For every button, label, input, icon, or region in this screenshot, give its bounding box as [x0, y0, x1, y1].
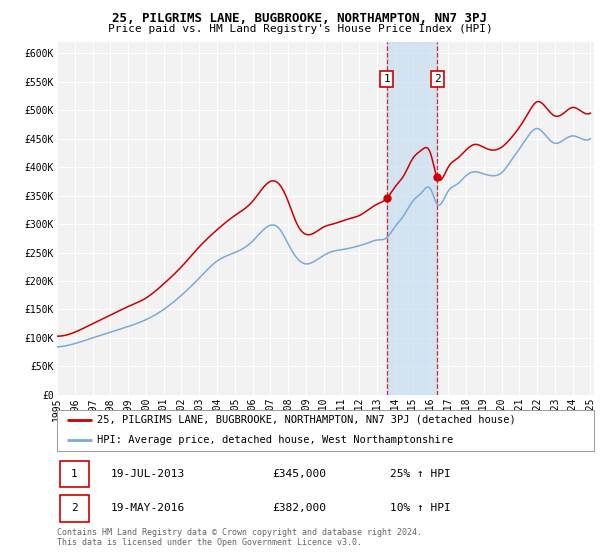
Text: 25, PILGRIMS LANE, BUGBROOKE, NORTHAMPTON, NN7 3PJ: 25, PILGRIMS LANE, BUGBROOKE, NORTHAMPTO…	[113, 12, 487, 25]
Text: 19-MAY-2016: 19-MAY-2016	[111, 503, 185, 514]
Text: Contains HM Land Registry data © Crown copyright and database right 2024.
This d: Contains HM Land Registry data © Crown c…	[57, 528, 422, 547]
Text: 25, PILGRIMS LANE, BUGBROOKE, NORTHAMPTON, NN7 3PJ (detached house): 25, PILGRIMS LANE, BUGBROOKE, NORTHAMPTO…	[97, 415, 516, 424]
Text: 2: 2	[434, 74, 440, 84]
FancyBboxPatch shape	[59, 461, 89, 487]
Text: 2: 2	[71, 503, 78, 514]
Text: 19-JUL-2013: 19-JUL-2013	[111, 469, 185, 479]
Text: Price paid vs. HM Land Registry's House Price Index (HPI): Price paid vs. HM Land Registry's House …	[107, 24, 493, 34]
Text: 1: 1	[71, 469, 78, 479]
Text: £345,000: £345,000	[272, 469, 326, 479]
FancyBboxPatch shape	[59, 496, 89, 522]
Text: £382,000: £382,000	[272, 503, 326, 514]
Text: HPI: Average price, detached house, West Northamptonshire: HPI: Average price, detached house, West…	[97, 435, 454, 445]
Text: 25% ↑ HPI: 25% ↑ HPI	[390, 469, 451, 479]
Text: 10% ↑ HPI: 10% ↑ HPI	[390, 503, 451, 514]
Bar	[386, 42, 437, 395]
Text: 1: 1	[383, 74, 390, 84]
